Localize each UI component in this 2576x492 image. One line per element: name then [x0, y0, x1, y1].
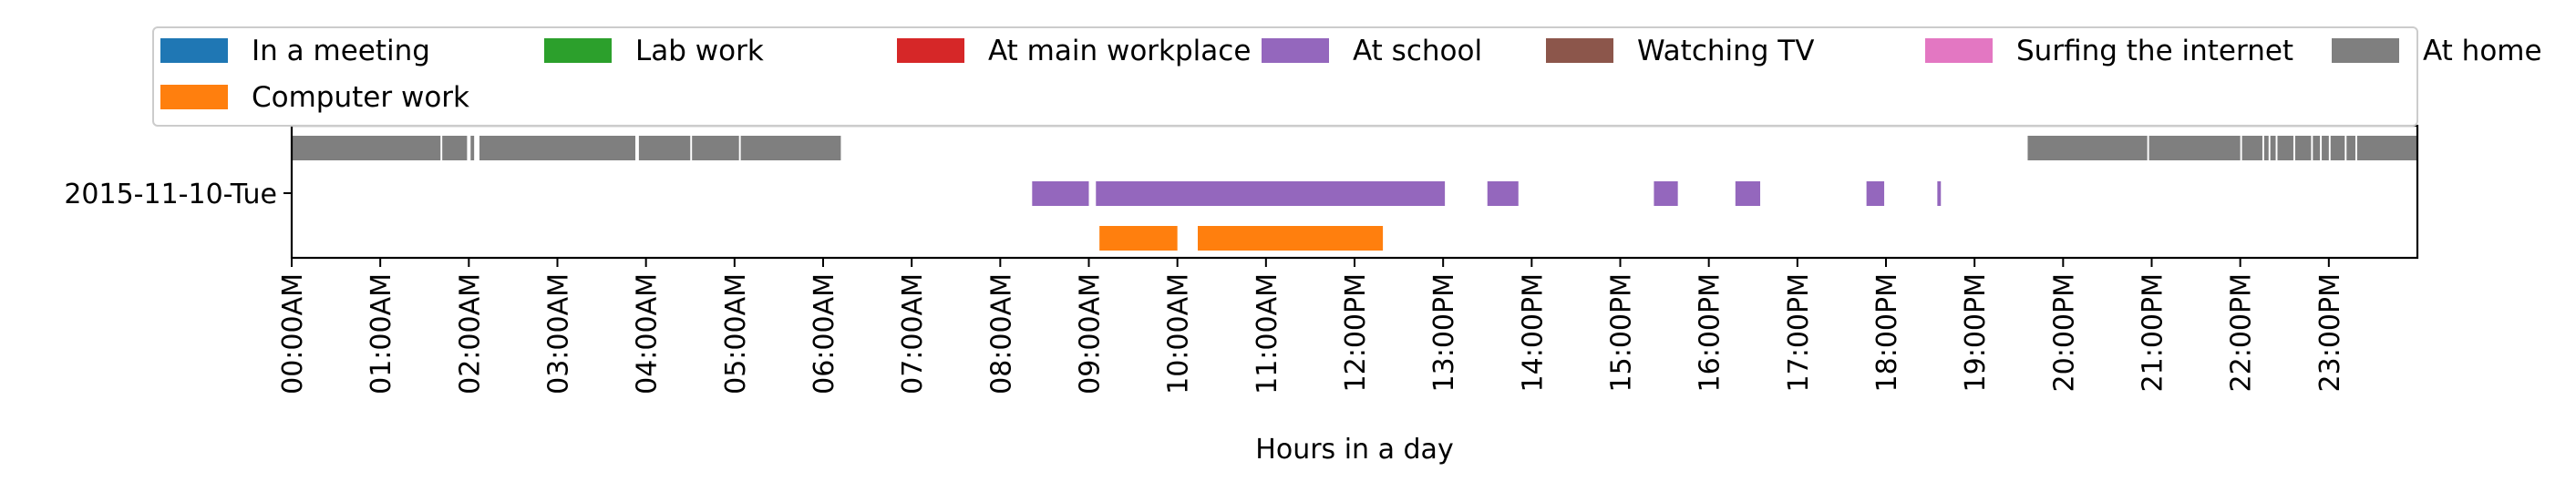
bar-at-home	[2294, 136, 2312, 160]
legend: In a meeting Lab work At main workplace At …	[152, 26, 2542, 127]
bar-at-home	[2356, 136, 2417, 160]
x-tick-label: 10:00AM	[1163, 273, 1195, 395]
x-tick-label: 15:00PM	[1606, 273, 1638, 392]
x-tick-label: 01:00AM	[366, 273, 397, 395]
bar-at-school	[1937, 181, 1942, 206]
bar-at-home	[2277, 136, 2293, 160]
bar-computer-work	[1099, 226, 1178, 251]
x-tick-label: 17:00PM	[1783, 273, 1815, 392]
x-tick-label: 02:00AM	[454, 273, 486, 395]
x-tick-label: 21:00PM	[2138, 273, 2169, 392]
x-tick-label: 16:00PM	[1695, 273, 1726, 392]
x-tick-label: 12:00PM	[1340, 273, 1372, 392]
bar-at-home	[479, 136, 636, 160]
bar-at-home	[292, 136, 441, 160]
bar-at-school	[1096, 181, 1446, 206]
bar-at-home	[2346, 136, 2355, 160]
legend-label: At home	[2423, 35, 2542, 67]
legend-label: Watching TV	[1637, 35, 1814, 67]
y-tick-label: 2015-11-10-Tue	[64, 179, 277, 210]
legend-label: Computer work	[252, 81, 469, 114]
bar-at-home	[638, 136, 691, 160]
bar-at-home	[470, 136, 475, 160]
legend-swatch-in-a-meeting	[160, 38, 228, 63]
x-tick-label: 13:00PM	[1428, 273, 1460, 392]
bar-at-home	[2270, 136, 2276, 160]
bar-at-school	[1487, 181, 1519, 206]
x-tick-label: 09:00AM	[1075, 273, 1107, 395]
activity-bars	[292, 136, 2417, 251]
x-tick-label: 03:00AM	[543, 273, 575, 395]
bar-at-home	[740, 136, 841, 160]
legend-label: At school	[1353, 35, 1482, 67]
x-tick-label: 20:00PM	[2048, 273, 2080, 392]
x-tick-label: 07:00AM	[897, 273, 929, 395]
legend-box	[152, 26, 2418, 127]
x-tick-label: 08:00AM	[985, 273, 1017, 395]
bar-at-home	[692, 136, 739, 160]
x-tick-label: 19:00PM	[1960, 273, 1992, 392]
bar-at-school	[1735, 181, 1761, 206]
legend-swatch-surfing-the-internet	[1925, 38, 1993, 63]
bar-at-home	[2330, 136, 2345, 160]
bar-at-home	[2241, 136, 2262, 160]
x-axis-title: Hours in a day	[1255, 434, 1453, 466]
x-tick-label: 18:00PM	[1871, 273, 1903, 392]
x-tick-label: 14:00PM	[1517, 273, 1549, 392]
bar-at-home	[2148, 136, 2241, 160]
x-tick-label: 22:00PM	[2226, 273, 2258, 392]
legend-swatch-at-home	[2332, 38, 2399, 63]
legend-label: Lab work	[635, 35, 764, 67]
x-tick-label: 05:00AM	[720, 273, 752, 395]
x-tick-label: 06:00AM	[809, 273, 840, 395]
bar-at-school	[1866, 181, 1885, 206]
legend-label: Surfing the internet	[2016, 35, 2293, 67]
bar-at-school	[1032, 181, 1089, 206]
x-tick-label: 00:00AM	[277, 273, 309, 395]
legend-swatch-computer-work	[160, 85, 228, 109]
bar-at-home	[442, 136, 468, 160]
bar-at-home	[2263, 136, 2269, 160]
bar-computer-work	[1198, 226, 1384, 251]
bar-at-home	[2313, 136, 2321, 160]
x-tick-label: 11:00AM	[1252, 273, 1283, 395]
legend-label: In a meeting	[252, 35, 430, 67]
x-tick-label: 23:00PM	[2314, 273, 2346, 392]
legend-label: At main workplace	[988, 35, 1251, 67]
axes: 00:00AM 01:00AM 02:00AM 03:00AM 04:00AM 05:00…	[277, 124, 2419, 395]
x-tick-label: 04:00AM	[632, 273, 664, 395]
legend-swatch-at-school	[1262, 38, 1329, 63]
legend-swatch-watching-tv	[1546, 38, 1613, 63]
legend-swatch-lab-work	[544, 38, 612, 63]
bar-at-home	[2322, 136, 2329, 160]
legend-swatch-at-main-workplace	[897, 38, 964, 63]
bar-at-home	[2027, 136, 2148, 160]
bar-at-school	[1654, 181, 1678, 206]
